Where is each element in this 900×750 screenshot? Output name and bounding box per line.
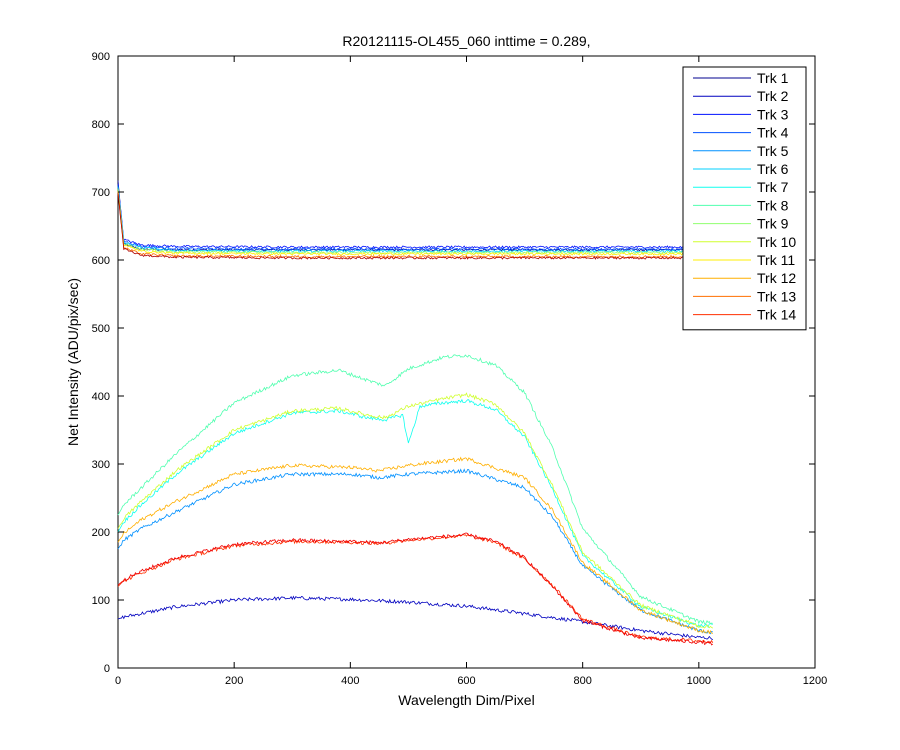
series-layer (117, 180, 714, 646)
x-tick-label: 1000 (687, 675, 711, 687)
series-line-13 (117, 191, 713, 259)
y-tick-label: 0 (104, 663, 110, 675)
y-tick-label: 600 (92, 255, 110, 267)
series-line-6 (117, 186, 713, 253)
x-tick-label: 800 (573, 675, 591, 687)
y-tick-label: 500 (92, 323, 110, 335)
y-tick-label: 400 (92, 391, 110, 403)
legend-label: Trk 1 (757, 70, 789, 86)
series-line-9 (117, 188, 714, 255)
series-line-11 (117, 190, 714, 256)
x-tick-label: 600 (457, 675, 475, 687)
series-line-16 (117, 193, 713, 260)
ticks-layer: 0 200 400 600 800 1000 1200 0 100 200 300 400 500 600… (92, 51, 828, 687)
legend-label: Trk 11 (757, 252, 795, 268)
series-line-10 (117, 392, 714, 629)
legend-box (682, 66, 807, 331)
x-tick-label: 1200 (803, 675, 827, 687)
y-tick-label: 200 (92, 527, 110, 539)
legend-label: Trk 14 (757, 307, 796, 323)
legend-label: Trk 2 (757, 88, 789, 104)
legend-label: Trk 6 (757, 161, 789, 177)
legend-label: Trk 3 (757, 106, 789, 122)
y-tick-label: 700 (92, 187, 110, 199)
legend-label: Trk 7 (757, 179, 789, 195)
series-line-4 (117, 185, 714, 251)
series-line-14 (117, 533, 714, 644)
legend-label: Trk 10 (757, 234, 796, 250)
x-axis-label: Wavelength Dim/Pixel (398, 692, 534, 708)
legend-label: Trk 4 (757, 125, 789, 141)
legend: Trk 1 Trk 2 Trk 3 Trk 4 Trk 5 Trk 6 Trk 7 Trk 8… (682, 66, 807, 331)
x-tick-label: 0 (115, 675, 121, 687)
legend-label: Trk 8 (757, 197, 789, 213)
y-tick-label: 900 (92, 51, 110, 63)
y-axis-label: Net Intensity (ADU/pix/sec) (65, 278, 81, 446)
series-line-3 (117, 183, 714, 249)
legend-label: Trk 13 (757, 288, 796, 304)
series-line-12 (117, 456, 713, 635)
x-tick-label: 400 (341, 675, 359, 687)
chart-title: R20121115-OL455_060 inttime = 0.289, (342, 33, 590, 49)
series-line-7 (117, 398, 713, 629)
legend-label: Trk 12 (757, 270, 796, 286)
series-line-15 (117, 532, 714, 646)
y-tick-label: 100 (92, 595, 110, 607)
legend-label: Trk 5 (757, 143, 789, 159)
series-line-8 (117, 354, 713, 625)
y-tick-label: 800 (92, 119, 110, 131)
legend-label: Trk 9 (757, 216, 789, 232)
x-tick-label: 200 (225, 675, 243, 687)
y-tick-label: 300 (92, 459, 110, 471)
series-line-5 (117, 468, 714, 635)
